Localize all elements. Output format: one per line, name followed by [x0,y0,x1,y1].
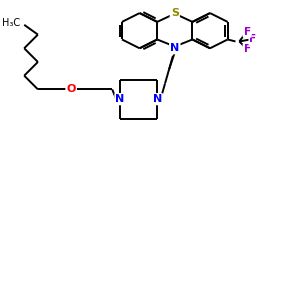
Text: H₃C: H₃C [2,18,20,28]
Text: N: N [170,43,179,53]
Text: S: S [171,8,179,18]
Text: F: F [250,34,256,44]
Text: O: O [67,84,76,94]
Text: F: F [244,27,251,37]
Text: N: N [116,94,125,104]
Text: N: N [153,94,162,104]
Text: F: F [244,44,251,54]
